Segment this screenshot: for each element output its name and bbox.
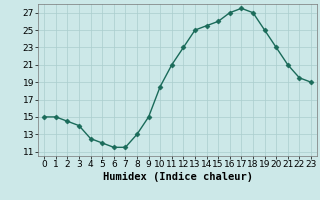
X-axis label: Humidex (Indice chaleur): Humidex (Indice chaleur) <box>103 172 252 182</box>
